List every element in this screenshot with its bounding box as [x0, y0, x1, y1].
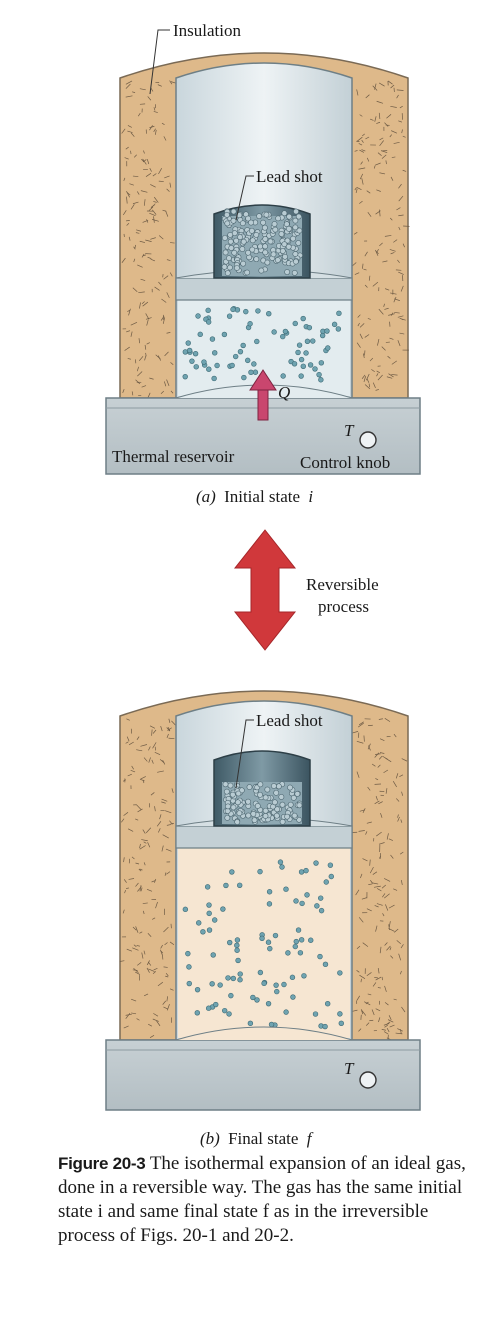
caption-symbol-a: i — [308, 487, 313, 506]
temperature-label-b: T — [344, 1059, 355, 1078]
gas-region-b — [178, 846, 350, 1038]
panel-initial-state: Q T Thermal reservoir Control knob Insul… — [105, 21, 421, 506]
caption-letter-a: (a) — [196, 487, 216, 506]
figure-caption: Figure 20-3 The isothermal expansion of … — [58, 1152, 478, 1248]
control-knob — [359, 431, 377, 449]
process-line-2: process — [318, 597, 369, 616]
caption-text-b: Final state — [228, 1129, 298, 1148]
control-knob-label: Control knob — [300, 453, 390, 472]
insulation-label: Insulation — [173, 21, 241, 40]
lead-shot-leader-a — [235, 175, 254, 221]
caption-final-state: (b) Final state f — [200, 1129, 314, 1148]
insulation-texture-b — [119, 718, 408, 1041]
lead-shot — [221, 208, 303, 276]
caption-letter-b: (b) — [200, 1129, 220, 1148]
reservoir-label: Thermal reservoir — [112, 447, 235, 466]
panel-final-state: T Lead shot (b) Final state f — [105, 690, 421, 1148]
control-knob-b — [359, 1071, 377, 1089]
lead-shot-label-a: Lead shot — [256, 167, 323, 186]
gas-molecules-b — [182, 859, 344, 1030]
reversible-process-arrow — [233, 529, 297, 651]
figure-caption-text: The isothermal expansion of an ideal gas… — [58, 1153, 466, 1246]
piston-b — [175, 825, 353, 849]
temperature-label: T — [344, 421, 355, 440]
figure-diagram: Q T Thermal reservoir Control knob Insul… — [105, 21, 421, 1148]
caption-text-a: Initial state — [224, 487, 300, 506]
lead-shot-b — [222, 781, 303, 825]
heat-arrow — [249, 369, 277, 421]
caption-symbol-b: f — [307, 1129, 314, 1148]
heat-label: Q — [278, 383, 290, 402]
lead-shot-leader-b — [235, 719, 254, 789]
caption-initial-state: (a) Initial state i — [196, 487, 313, 506]
insulation-leader — [149, 29, 170, 95]
process-line-1: Reversible — [306, 575, 379, 594]
piston — [175, 277, 353, 301]
figure-number: Figure 20-3 — [58, 1154, 146, 1173]
lead-shot-label-b: Lead shot — [256, 711, 323, 730]
